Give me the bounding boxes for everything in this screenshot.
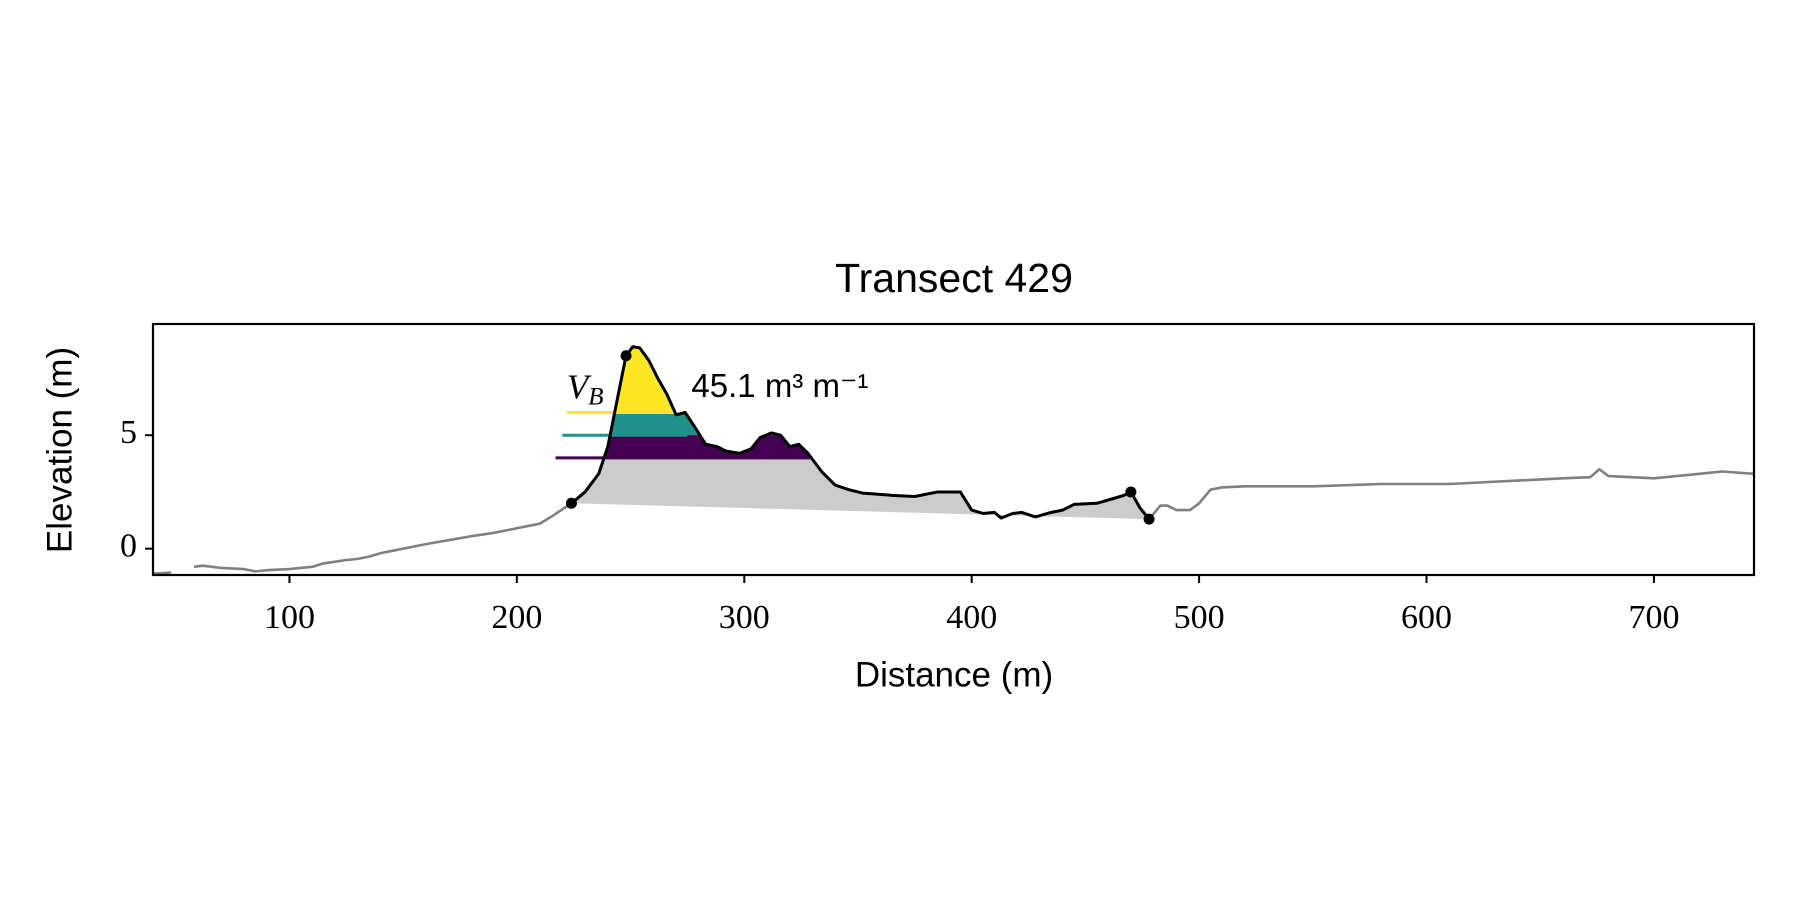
y-axis-label: Elevation (m) xyxy=(40,347,79,553)
y-tick-label: 5 xyxy=(120,414,137,451)
marker xyxy=(620,350,632,362)
x-axis-label: Distance (m) xyxy=(855,655,1053,694)
annotation-subscript: B xyxy=(588,383,603,410)
annotation-symbol-text: V xyxy=(567,368,592,407)
plot-area xyxy=(153,345,1754,575)
profile-line xyxy=(1148,467,1754,521)
x-tick-label: 700 xyxy=(1628,599,1679,636)
annotation-symbol: VB xyxy=(567,368,604,411)
annotation-text: 45.1 m³ m⁻¹ xyxy=(691,367,868,404)
chart-title: Transect 429 xyxy=(835,255,1073,301)
dune-fill xyxy=(571,346,1150,520)
profile-line xyxy=(153,502,573,575)
marker xyxy=(1143,513,1155,525)
x-tick-label: 200 xyxy=(491,599,542,636)
marker xyxy=(565,497,577,509)
x-tick-label: 400 xyxy=(946,599,997,636)
x-tick-label: 100 xyxy=(264,599,315,636)
y-tick-label: 0 xyxy=(120,527,137,564)
plot-frame xyxy=(151,322,1756,577)
x-tick-label: 500 xyxy=(1174,599,1225,636)
dune-line xyxy=(570,345,1151,521)
marker xyxy=(1125,486,1137,498)
level-fill xyxy=(614,346,676,413)
x-tick-label: 300 xyxy=(719,599,770,636)
x-tick-label: 600 xyxy=(1401,599,1452,636)
